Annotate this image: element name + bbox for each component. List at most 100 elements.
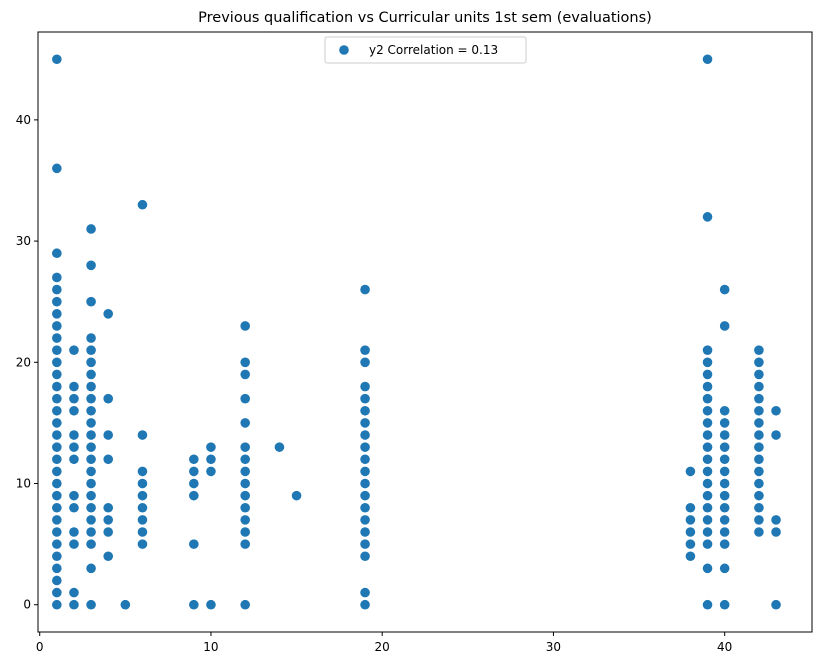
data-point — [360, 357, 370, 368]
data-point — [52, 393, 62, 404]
data-point — [702, 381, 713, 392]
data-point — [754, 405, 764, 416]
data-point — [103, 454, 114, 465]
x-tick-label: 10 — [203, 640, 218, 654]
data-point — [702, 539, 713, 549]
data-point — [52, 248, 62, 259]
data-point — [702, 405, 713, 416]
data-point — [189, 539, 199, 549]
data-point — [240, 490, 250, 501]
data-point — [69, 454, 79, 465]
data-point — [86, 333, 96, 343]
data-point — [69, 345, 79, 355]
data-point — [52, 418, 62, 428]
data-point — [719, 599, 730, 610]
data-point — [360, 345, 370, 355]
data-point — [702, 442, 713, 452]
data-point — [52, 163, 62, 174]
data-point — [86, 345, 96, 355]
data-point — [719, 478, 730, 489]
data-point — [103, 551, 114, 562]
data-point — [360, 418, 370, 428]
data-point — [754, 454, 764, 465]
y-tick-label: 30 — [16, 234, 31, 248]
data-point — [754, 369, 764, 380]
data-point — [103, 430, 114, 440]
data-point — [137, 490, 148, 501]
data-point — [754, 466, 764, 477]
data-point — [754, 345, 764, 355]
data-point — [754, 393, 764, 404]
data-point — [69, 442, 79, 452]
data-point — [240, 539, 250, 549]
data-point — [685, 515, 696, 525]
data-point — [719, 454, 730, 465]
y-tick-label: 40 — [16, 113, 31, 127]
data-point — [702, 490, 713, 501]
data-point — [86, 405, 96, 416]
data-point — [69, 599, 79, 610]
data-point — [360, 527, 370, 537]
data-point — [771, 515, 781, 525]
y-tick-label: 10 — [16, 477, 31, 491]
data-point — [52, 587, 62, 598]
data-point — [189, 454, 199, 465]
data-point — [360, 393, 370, 404]
data-point — [69, 381, 79, 392]
data-point — [240, 527, 250, 537]
data-point — [719, 405, 730, 416]
data-point — [52, 551, 62, 562]
data-point — [360, 466, 370, 477]
data-point — [137, 199, 148, 210]
data-point — [103, 309, 114, 319]
data-point — [360, 599, 370, 610]
data-point — [240, 418, 250, 428]
data-point — [702, 478, 713, 489]
data-point — [137, 539, 148, 549]
axes: 0 10 20 30 40 0 10 20 30 40 — [16, 31, 813, 654]
data-point — [52, 575, 62, 586]
legend-marker — [339, 45, 349, 55]
data-point — [240, 515, 250, 525]
data-point — [52, 405, 62, 416]
data-point — [52, 345, 62, 355]
data-point — [206, 454, 216, 465]
data-point — [86, 224, 96, 234]
data-point — [360, 284, 370, 295]
data-point — [52, 502, 62, 513]
data-point — [86, 393, 96, 404]
data-point — [52, 321, 62, 331]
data-point — [69, 587, 79, 598]
data-point — [291, 490, 302, 501]
data-point — [702, 212, 713, 222]
data-point — [754, 381, 764, 392]
data-point — [52, 309, 62, 319]
data-point — [360, 490, 370, 501]
data-point — [86, 539, 96, 549]
data-point — [52, 527, 62, 537]
data-point — [771, 430, 781, 440]
data-point — [360, 381, 370, 392]
data-point — [103, 502, 114, 513]
data-point — [719, 563, 730, 574]
data-point — [137, 466, 148, 477]
data-point — [52, 466, 62, 477]
data-point — [69, 430, 79, 440]
data-point — [685, 527, 696, 537]
data-point — [240, 478, 250, 489]
data-point — [702, 393, 713, 404]
data-point — [719, 321, 730, 331]
data-point — [240, 454, 250, 465]
data-point — [86, 381, 96, 392]
data-point — [240, 321, 250, 331]
data-point — [702, 345, 713, 355]
data-point — [52, 333, 62, 343]
data-point — [52, 296, 62, 307]
data-point — [52, 539, 62, 549]
data-point — [52, 442, 62, 452]
data-point — [771, 405, 781, 416]
data-point — [206, 599, 216, 610]
data-point — [719, 284, 730, 295]
data-point — [240, 357, 250, 368]
data-point — [86, 490, 96, 501]
